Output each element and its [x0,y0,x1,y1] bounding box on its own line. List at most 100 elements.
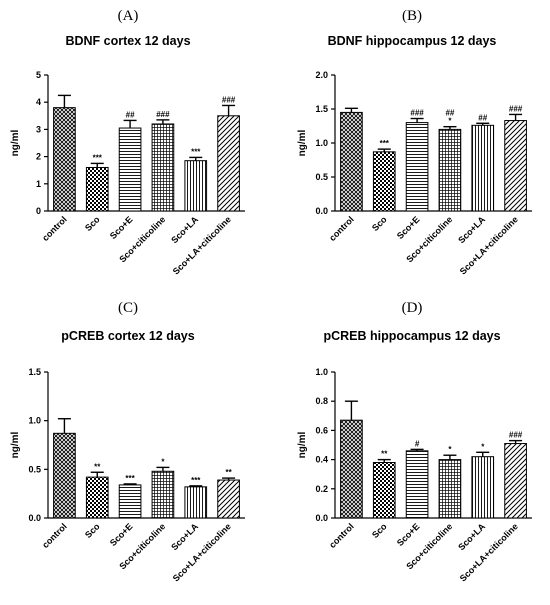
chart2-bar-1 [85,476,109,519]
chart0-category-1: Sco [83,214,102,233]
panel-c-letter: (C) [118,300,138,316]
chart0-ytick-label: 3 [36,124,41,134]
chart1-ytick-label: 0.5 [315,172,328,182]
chart1-category-5: Sco+LA+citicoline [458,214,520,276]
chart3-annotation-4: * [481,442,485,451]
chart3-ytick-label: 0.6 [315,425,328,435]
chart1-bar-5 [504,120,527,212]
chart1-bar-3 [438,128,462,212]
chart3-category-5: Sco+LA+citicoline [458,521,520,583]
chart3-bar-1 [372,462,396,519]
chart0-bar-4 [184,160,208,212]
panel-d-plot: 0.00.20.40.60.81.0ng/mlcontrol**Sco#Sco+… [297,367,532,584]
chart3-bar-0 [340,419,363,519]
chart0-bar-0 [53,107,76,212]
panel-b-letter: (B) [402,8,422,24]
chart3-annotation-3: * [448,445,452,454]
chart2-ytick-label: 0.0 [28,513,41,523]
chart3-annotation-1: ** [381,450,388,459]
chart2-annotation-5: ** [225,468,232,477]
chart0-ylabel: ng/ml [10,129,21,156]
chart2-annotation-1: ** [94,462,101,471]
chart0-bar-5 [217,115,240,212]
chart3-annotation-2: # [415,439,420,448]
chart2-bar-3 [151,470,175,519]
panel-d-letter: (D) [402,300,423,316]
panel-b-plot: 0.0 0.5 1.0 1.5 2.0 ng/ml control *** Sco ### Sco+… [297,70,532,277]
chart3-annotation-5: ### [509,431,523,440]
chart1-ytick-label: 2.0 [315,70,328,80]
chart3-category-4: Sco+LA [456,521,487,552]
chart1-category-1: Sco [370,214,389,233]
chart1-bar-2 [405,122,429,212]
chart2-ytick-label: 1.5 [28,367,41,377]
chart1-ytick-label: 1.0 [315,138,328,148]
chart1-category-2: Sco+E [395,214,422,241]
chart2-annotation-3: * [161,457,165,466]
chart1-annotation-2: ### [410,109,424,118]
chart1-annotation-5: ### [509,104,523,113]
chart3-category-2: Sco+E [395,521,422,548]
panel-a-plot: 012345ng/mlcontrol***Sco##Sco+E###Sco+ci… [10,70,245,277]
chart0-annotation-2: ## [126,110,135,119]
chart2-ylabel: ng/ml [10,431,21,458]
chart2-category-4: Sco+LA [169,521,200,552]
chart3-bar-4 [471,456,495,519]
chart2-bar-0 [53,432,76,519]
chart1-annotation-1: *** [380,139,390,148]
chart2-bar-5 [217,479,240,519]
chart1-bar-1 [372,151,396,212]
chart1-annotation-3: ## [445,109,454,118]
chart1-ylabel: ng/ml [297,129,308,156]
chart1-annotation-3: * [448,117,452,126]
chart1-category-4: Sco+LA [456,214,487,245]
chart2-bar-2 [118,484,142,519]
chart0-category-0: control [40,214,69,243]
chart2-annotation-4: *** [191,476,201,485]
chart3-ytick-label: 0.2 [315,484,328,494]
chart0-annotation-3: ### [156,110,170,119]
chart1-category-0: control [327,214,356,243]
panel-c: (C) pCREB cortex 12 days 0.0 0.5 1.0 1.5 ng/… [10,300,245,584]
chart0-ytick-label: 5 [36,70,41,80]
chart3-ytick-label: 0.4 [315,455,328,465]
chart3-bar-5 [504,443,527,519]
panel-c-title: pCREB cortex 12 days [61,329,194,343]
chart2-category-2: Sco+E [108,521,135,548]
chart3-ylabel: ng/ml [297,431,308,458]
chart0-category-2: Sco+E [108,214,135,241]
chart1-annotation-4: ## [478,113,487,122]
chart0-bar-3 [151,123,175,212]
chart2-annotation-2: *** [125,474,135,483]
panel-d: (D) pCREB hippocampus 12 days 0.0 0.2 0.4 0… [297,300,532,584]
chart1-bar-4 [471,124,495,212]
panel-d-title: pCREB hippocampus 12 days [323,329,500,343]
chart1-bar-0 [340,111,363,212]
panel-a-letter: (A) [118,8,139,24]
chart0-bar-1 [85,166,109,212]
chart3-category-1: Sco [370,521,389,540]
chart0-ytick-label: 1 [36,179,41,189]
chart0-category-5: Sco+LA+citicoline [171,214,233,276]
chart1-ytick-label: 1.5 [315,104,328,114]
chart3-bar-2 [405,450,429,519]
chart3-ytick-label: 0.0 [315,513,328,523]
chart0-bar-2 [118,127,142,212]
chart3-category-0: control [327,521,356,550]
chart0-annotation-1: *** [93,153,103,162]
chart0-ytick-label: 4 [36,97,41,107]
chart2-category-5: Sco+LA+citicoline [171,521,233,583]
chart0-ytick-label: 2 [36,152,41,162]
chart2-ytick-label: 1.0 [28,416,41,426]
chart3-bar-3 [438,459,462,519]
panel-a: (A) BDNF cortex 12 days 0 1 2 3 4 5 ng/ml contr… [10,8,245,277]
chart0-annotation-4: *** [191,147,201,156]
panel-b: (B) BDNF hippocampus 12 days 0.0 0.5 1.0 1.… [297,8,532,277]
panel-a-title: BDNF cortex 12 days [65,34,190,48]
chart0-ytick-label: 0 [36,206,41,216]
panel-c-plot: 0.0 0.5 1.0 1.5 ng/ml control ** Sco *** Sco+E * Sc… [10,367,245,584]
chart1-ytick-label: 0.0 [315,206,328,216]
chart2-category-1: Sco [83,521,102,540]
chart0-category-4: Sco+LA [169,214,200,245]
panel-b-title: BDNF hippocampus 12 days [328,34,497,48]
